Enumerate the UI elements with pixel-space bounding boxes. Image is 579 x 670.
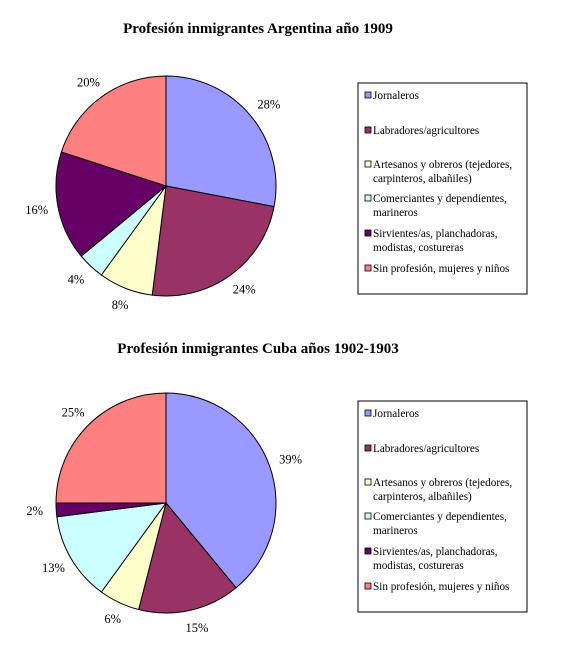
- legend-swatch: [364, 229, 372, 237]
- pie-value-label: 4%: [68, 272, 85, 286]
- pie-value-labels: 39% 15% 6% 13% 2% 25%: [26, 406, 302, 635]
- legend-swatch: [364, 160, 372, 168]
- legend-label: Labradores/agricultores: [373, 443, 479, 455]
- legend-label: Comerciantes y dependientes, marineros: [373, 193, 507, 219]
- pie-slice-1: [165, 75, 277, 208]
- legend-swatch: [364, 547, 372, 555]
- legend-label: Artesanos y obreros (tejedores, carpinter…: [373, 477, 512, 503]
- chart-title: Profesión inmigrantes Cuba años 1902-190…: [117, 341, 398, 357]
- cuba-pie-chart: Profesión inmigrantes Cuba años 1902-190…: [26, 341, 528, 635]
- argentina-pie-chart: Profesión inmigrantes Argentina año 1909…: [25, 21, 528, 312]
- legend-label: Sin profesión, mujeres y niños: [373, 263, 509, 275]
- pie-value-label: 28%: [257, 97, 280, 111]
- pie-slice-6: [55, 392, 167, 504]
- legend-box: [357, 82, 528, 295]
- legend-swatch: [364, 91, 372, 99]
- pie-slice-2: [138, 501, 237, 614]
- legend-box: [357, 400, 528, 613]
- legend-swatch: [364, 194, 372, 202]
- pie-value-label: 20%: [77, 75, 100, 89]
- pie-value-label: 13%: [42, 561, 65, 575]
- pie-slice-1: [165, 392, 277, 589]
- legend-label: Jornaleros: [373, 90, 419, 102]
- legend-swatch: [364, 478, 372, 486]
- legend-swatch: [364, 409, 372, 417]
- pie-slice-4: [56, 502, 168, 593]
- pie-value-label: 25%: [62, 406, 85, 420]
- pie-slices: [55, 392, 277, 614]
- pie-slice-5: [55, 151, 168, 257]
- legend-label: Sirvientes/as, planchadoras, modistas, co…: [373, 228, 498, 254]
- pie-value-labels: 28% 24% 8% 4% 16% 20%: [25, 75, 280, 312]
- legend-label: Sirvientes/as, planchadoras, modistas, co…: [373, 546, 498, 572]
- legend-swatch: [364, 582, 372, 590]
- pie-slice-2: [151, 185, 275, 297]
- legend-label: Labradores/agricultores: [373, 125, 479, 137]
- pie-slices: [55, 75, 277, 297]
- legend-label: Artesanos y obreros (tejedores, carpinter…: [373, 159, 512, 185]
- pie-slice-6: [60, 75, 167, 187]
- pie-value-label: 2%: [26, 504, 43, 518]
- legend-swatch: [364, 264, 372, 272]
- legend-swatch: [364, 512, 372, 520]
- pie-value-label: 24%: [233, 283, 256, 297]
- legend-label: Sin profesión, mujeres y niños: [373, 581, 509, 593]
- pie-value-label: 16%: [25, 203, 48, 217]
- pie-value-label: 6%: [104, 612, 121, 626]
- legend-swatch: [364, 444, 372, 452]
- chart-title: Profesión inmigrantes Argentina año 1909: [123, 21, 393, 37]
- chart-legend: Jornaleros Labradores/agricultores Artesan…: [357, 82, 528, 295]
- legend-label: Comerciantes y dependientes, marineros: [373, 511, 507, 537]
- pie-value-label: 15%: [185, 621, 208, 635]
- chart-legend: Jornaleros Labradores/agricultores Artesan…: [357, 400, 528, 613]
- legend-swatch: [364, 126, 372, 134]
- pie-value-label: 8%: [112, 298, 129, 312]
- pie-value-label: 39%: [279, 453, 302, 467]
- legend-label: Jornaleros: [373, 408, 419, 420]
